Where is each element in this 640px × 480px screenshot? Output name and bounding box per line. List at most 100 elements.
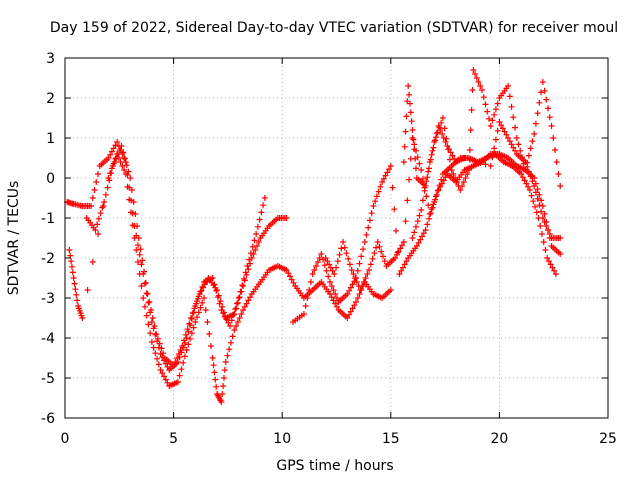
y-tick-label: -4	[41, 331, 55, 347]
data-point	[548, 123, 555, 129]
data-point	[345, 255, 352, 262]
data-point	[553, 159, 560, 165]
data-point	[95, 215, 102, 222]
data-point	[410, 136, 417, 143]
data-point	[194, 314, 201, 321]
data-point	[157, 351, 164, 357]
data-point	[121, 167, 128, 173]
y-tick-label: -2	[41, 251, 55, 267]
series-track-6	[400, 67, 564, 193]
data-point	[240, 307, 247, 313]
data-point	[401, 261, 408, 268]
data-point	[400, 159, 407, 165]
data-point	[536, 202, 543, 209]
data-point	[389, 184, 396, 191]
data-point	[238, 311, 245, 317]
data-point	[118, 143, 125, 149]
data-point	[360, 279, 367, 285]
data-point	[460, 179, 467, 185]
data-point	[348, 267, 355, 273]
data-point	[425, 202, 432, 209]
data-point	[546, 114, 553, 121]
data-point	[517, 147, 524, 154]
data-point	[524, 163, 531, 170]
data-point	[457, 187, 464, 193]
data-point	[184, 326, 191, 333]
data-point	[189, 310, 196, 317]
data-point	[400, 239, 407, 245]
data-point	[212, 376, 219, 383]
data-point	[327, 264, 334, 271]
data-point	[522, 159, 529, 165]
x-tick-label: 15	[382, 431, 400, 447]
data-point	[324, 258, 331, 265]
data-point	[557, 251, 564, 257]
data-point	[186, 320, 193, 327]
data-point	[375, 188, 382, 195]
data-point	[121, 155, 128, 162]
data-point	[393, 251, 400, 258]
data-point	[222, 359, 229, 365]
data-point	[145, 299, 152, 306]
data-point	[531, 175, 538, 181]
data-point	[412, 155, 419, 162]
data-point	[406, 176, 413, 183]
data-point	[101, 199, 108, 205]
data-point	[227, 339, 234, 346]
data-point	[97, 210, 104, 217]
data-point	[438, 119, 445, 126]
data-point	[435, 187, 442, 193]
data-point	[506, 93, 513, 100]
data-point	[287, 273, 294, 280]
data-point	[472, 71, 479, 77]
data-point	[523, 180, 530, 187]
data-point	[215, 292, 222, 299]
data-point	[442, 139, 449, 145]
data-point	[122, 159, 129, 165]
data-point	[92, 227, 99, 233]
data-point	[501, 128, 508, 135]
data-point	[151, 323, 158, 329]
data-point	[531, 183, 538, 189]
data-point	[354, 295, 361, 301]
data-point	[395, 248, 402, 255]
data-point	[376, 243, 383, 250]
data-point	[491, 145, 498, 152]
data-point	[441, 125, 448, 132]
data-point	[518, 171, 525, 177]
data-point	[354, 267, 361, 274]
data-point	[73, 291, 80, 298]
data-point	[537, 223, 544, 229]
data-point	[373, 193, 380, 200]
data-point	[214, 287, 221, 293]
data-point	[160, 350, 167, 357]
data-point	[131, 235, 138, 241]
y-tick-label: -6	[41, 411, 55, 427]
data-point	[403, 113, 410, 120]
data-point	[250, 251, 257, 257]
data-point	[207, 343, 214, 349]
data-point	[414, 218, 421, 225]
data-point	[364, 271, 371, 277]
data-point	[134, 259, 141, 265]
data-point	[220, 375, 227, 381]
data-point	[534, 195, 541, 202]
data-point	[387, 163, 394, 169]
data-point	[543, 96, 550, 103]
data-point	[199, 299, 206, 306]
data-point	[350, 271, 357, 277]
data-point	[408, 118, 415, 125]
data-point	[411, 146, 418, 153]
data-point	[429, 147, 436, 154]
data-point	[157, 367, 164, 373]
data-point	[413, 243, 420, 249]
data-point	[437, 183, 444, 190]
data-point	[219, 303, 226, 310]
data-point	[529, 138, 536, 145]
data-point	[247, 250, 254, 257]
data-point	[487, 123, 494, 129]
data-point	[532, 120, 539, 127]
data-point	[228, 317, 235, 324]
data-point	[521, 177, 528, 184]
data-point	[256, 216, 263, 223]
